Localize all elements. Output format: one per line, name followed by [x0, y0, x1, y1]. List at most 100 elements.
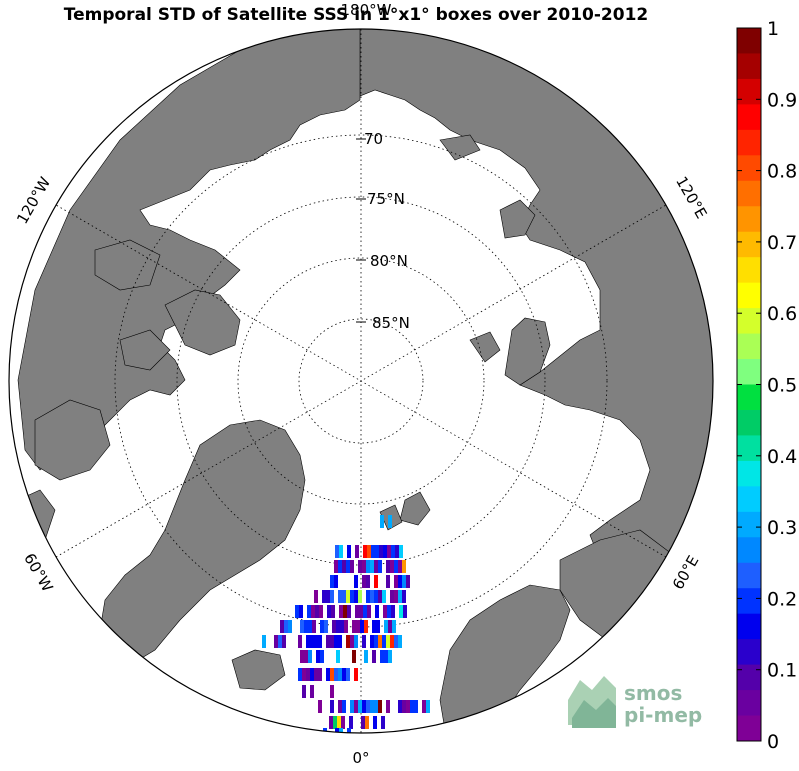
sss-std-cell [386, 700, 390, 713]
sss-std-cell [374, 560, 378, 573]
sss-std-cell [346, 560, 350, 573]
sss-std-cell [361, 716, 365, 729]
colorbar-swatch [737, 206, 761, 233]
sss-std-cell [312, 620, 316, 633]
sss-std-cell [403, 605, 407, 618]
colorbar-tick-label: 0.7 [767, 232, 797, 254]
sss-std-cell [342, 590, 346, 603]
sss-std-cell [338, 590, 342, 603]
colorbar-swatch [737, 537, 761, 564]
sss-std-cell [378, 635, 382, 648]
sss-std-cell [391, 605, 395, 618]
sss-std-cell [399, 605, 403, 618]
sss-std-cell [342, 700, 346, 713]
sss-std-cell [338, 635, 342, 648]
sss-std-cell [333, 716, 337, 729]
sss-std-cell [370, 560, 374, 573]
sss-std-cell [339, 728, 343, 733]
sss-std-cell [406, 700, 410, 713]
sss-std-cell [342, 668, 346, 681]
land-ellesmere [164, 289, 241, 356]
lat-circle-85 [298, 318, 424, 444]
sss-std-cell [347, 728, 351, 733]
sss-std-cell [306, 635, 310, 648]
sss-std-cell [340, 620, 344, 633]
lon-label-60w: 60°W [20, 550, 56, 595]
sss-std-cell [390, 635, 394, 648]
colorbar-swatch [737, 664, 761, 691]
colorbar-swatch [737, 180, 761, 207]
sss-std-cell [394, 635, 398, 648]
sss-std-cell [363, 605, 367, 618]
sss-std-cell [320, 620, 324, 633]
sss-std-cell [394, 575, 398, 588]
sss-std-cell [350, 590, 354, 603]
sss-std-cell [274, 635, 278, 648]
sss-std-cell [334, 668, 338, 681]
sss-std-cell [362, 575, 366, 588]
sss-std-cell [352, 650, 356, 663]
sss-std-cell [356, 620, 360, 633]
colorbar-swatch [737, 690, 761, 717]
sss-std-cell [366, 590, 370, 603]
colorbar-tick-label: 0 [767, 731, 779, 753]
sss-std-cell [376, 620, 380, 633]
sss-std-cell [311, 605, 315, 618]
sss-std-cell [262, 635, 266, 648]
colorbar-swatches [737, 28, 761, 742]
sss-std-cell [339, 605, 343, 618]
colorbar-swatch [737, 359, 761, 385]
land-iceland [231, 649, 286, 691]
sss-std-cell [378, 560, 382, 573]
latitude-labels: 70 75°N 80°N 85°N [356, 130, 410, 332]
colorbar-swatch [737, 78, 761, 105]
sss-std-cell [334, 560, 338, 573]
sss-std-cell [362, 560, 366, 573]
sss-std-cell [280, 620, 284, 633]
land-novaya-zemlya [504, 317, 551, 386]
sss-std-cell [302, 668, 306, 681]
sss-std-cell [339, 545, 343, 558]
sss-std-cell [342, 560, 346, 573]
colorbar-tick-label: 0.3 [767, 517, 797, 539]
sss-std-cell [386, 635, 390, 648]
sss-std-cell [380, 650, 384, 663]
sss-std-cell [346, 590, 350, 603]
sss-std-cell [394, 590, 398, 603]
sss-std-cell [382, 635, 386, 648]
sss-std-cell [334, 635, 338, 648]
sss-std-cell [330, 668, 334, 681]
sss-std-cell [390, 590, 394, 603]
colorbar-swatch [737, 409, 761, 436]
land-greenland [99, 419, 306, 666]
sss-std-cell [278, 635, 282, 648]
lat-circle-80 [237, 257, 485, 505]
sss-std-cell [354, 668, 358, 681]
colorbar-swatch [737, 129, 761, 156]
colorbar-tick-label: 0.1 [767, 660, 797, 682]
logo-text-smos: smos [624, 681, 682, 705]
sss-std-cell [383, 605, 387, 618]
sss-std-cell [354, 575, 358, 588]
colorbar-swatch [737, 435, 761, 462]
colorbar-swatch [737, 715, 761, 742]
sss-std-cell [374, 700, 378, 713]
sss-std-cell [426, 700, 430, 713]
sss-std-cell [366, 560, 370, 573]
sss-std-cell [391, 545, 395, 558]
sss-std-cell [346, 668, 350, 681]
sss-std-cell [334, 575, 338, 588]
sss-std-cell [402, 700, 406, 713]
lon-label-180w: 180°W [341, 1, 392, 19]
sss-std-cell [316, 650, 320, 663]
sss-std-cell [362, 635, 366, 648]
colorbar-swatch [737, 486, 761, 513]
sss-std-cell [330, 700, 334, 713]
sss-std-cell [422, 700, 426, 713]
sss-std-cell [392, 620, 396, 633]
sss-std-cell [388, 650, 392, 663]
sss-std-cell [304, 620, 308, 633]
colorbar-swatch [737, 613, 761, 640]
sss-std-cell [336, 620, 340, 633]
sss-std-cell [307, 605, 311, 618]
